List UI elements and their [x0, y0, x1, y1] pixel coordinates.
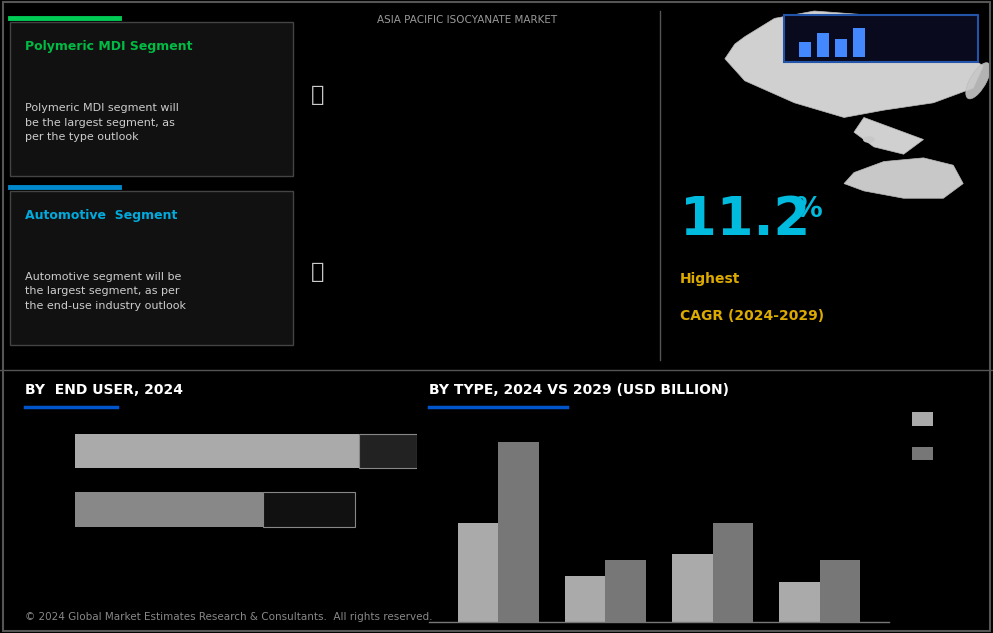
Text: ⓩ: ⓩ [311, 261, 325, 282]
FancyBboxPatch shape [10, 191, 293, 345]
FancyBboxPatch shape [10, 22, 293, 176]
Text: CAGR (2024-2029): CAGR (2024-2029) [680, 309, 824, 323]
Text: Highest: Highest [680, 272, 741, 286]
Bar [913, 412, 932, 425]
Bar [799, 42, 811, 57]
Polygon shape [725, 11, 983, 118]
Bar [835, 39, 847, 57]
Text: ASIA PACIFIC ISOCYANATE MARKET: ASIA PACIFIC ISOCYANATE MARKET [376, 15, 557, 25]
Text: 11.2: 11.2 [680, 194, 810, 246]
Text: © 2024 Global Market Estimates Research & Consultants.  All rights reserved.: © 2024 Global Market Estimates Research … [25, 611, 432, 622]
Bar [853, 28, 865, 57]
Text: Automotive  Segment: Automotive Segment [25, 210, 177, 222]
Ellipse shape [863, 136, 875, 143]
Text: GME: GME [889, 30, 933, 47]
Bar [817, 33, 829, 57]
FancyBboxPatch shape [784, 15, 978, 63]
Text: ⓩ: ⓩ [311, 85, 325, 106]
Bar [913, 447, 932, 460]
Text: Global Market
Estimates: Global Market Estimates [889, 53, 932, 64]
Ellipse shape [966, 63, 990, 99]
Polygon shape [854, 118, 923, 154]
Text: Automotive segment will be
the largest segment, as per
the end-use industry outl: Automotive segment will be the largest s… [25, 272, 186, 311]
Polygon shape [844, 158, 963, 198]
Text: Polymeric MDI segment will
be the largest segment, as
per the type outlook: Polymeric MDI segment will be the larges… [25, 103, 179, 142]
Text: BY TYPE, 2024 VS 2029 (USD BILLION): BY TYPE, 2024 VS 2029 (USD BILLION) [429, 383, 729, 397]
Text: Polymeric MDI Segment: Polymeric MDI Segment [25, 41, 193, 53]
Text: BY  END USER, 2024: BY END USER, 2024 [25, 383, 183, 397]
Text: %: % [794, 195, 822, 223]
